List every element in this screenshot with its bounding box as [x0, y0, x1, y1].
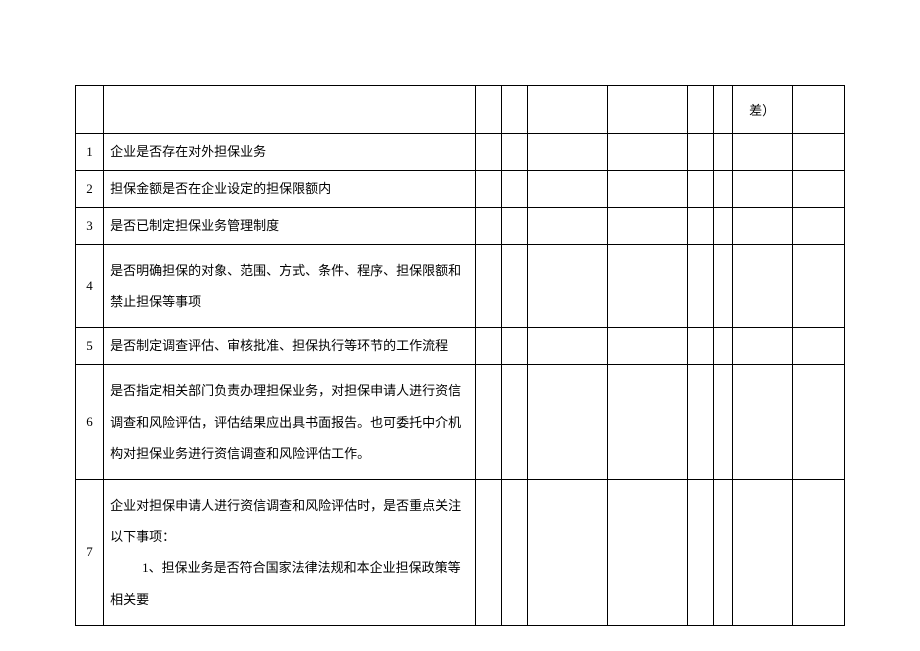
- empty-cell: [501, 479, 527, 625]
- empty-cell: [527, 328, 607, 365]
- row-number: 2: [76, 171, 104, 208]
- row-content: 是否指定相关部门负责办理担保业务，对担保申请人进行资信调查和风险评估，评估结果应…: [104, 365, 475, 480]
- empty-cell: [714, 171, 732, 208]
- row-sub-text: 1、担保业务是否符合国家法律法规和本企业担保政策等相关要: [110, 560, 461, 606]
- row-main-text: 企业对担保申请人进行资信调查和风险评估时，是否重点关注以下事项：: [110, 498, 461, 544]
- empty-cell: [714, 365, 732, 480]
- empty-cell: [501, 245, 527, 328]
- empty-cell: [732, 479, 792, 625]
- header-cell: [714, 86, 732, 134]
- empty-cell: [714, 245, 732, 328]
- row-number: 6: [76, 365, 104, 480]
- empty-cell: [527, 134, 607, 171]
- empty-cell: [688, 171, 714, 208]
- empty-cell: [608, 328, 688, 365]
- empty-cell: [527, 245, 607, 328]
- empty-cell: [714, 208, 732, 245]
- empty-cell: [688, 365, 714, 480]
- empty-cell: [792, 171, 844, 208]
- empty-cell: [732, 171, 792, 208]
- empty-cell: [732, 328, 792, 365]
- header-cell: [501, 86, 527, 134]
- empty-cell: [688, 328, 714, 365]
- table-row: 2 担保金额是否在企业设定的担保限额内: [76, 171, 845, 208]
- empty-cell: [732, 245, 792, 328]
- empty-cell: [527, 479, 607, 625]
- empty-cell: [714, 479, 732, 625]
- empty-cell: [527, 208, 607, 245]
- empty-cell: [501, 365, 527, 480]
- empty-cell: [792, 365, 844, 480]
- table-row: 3 是否已制定担保业务管理制度: [76, 208, 845, 245]
- empty-cell: [792, 208, 844, 245]
- header-cell: [792, 86, 844, 134]
- empty-cell: [501, 134, 527, 171]
- empty-cell: [732, 134, 792, 171]
- empty-cell: [501, 171, 527, 208]
- row-number: 7: [76, 479, 104, 625]
- header-cell: [527, 86, 607, 134]
- empty-cell: [475, 479, 501, 625]
- empty-cell: [714, 328, 732, 365]
- row-number: 1: [76, 134, 104, 171]
- row-number: 4: [76, 245, 104, 328]
- empty-cell: [608, 245, 688, 328]
- empty-cell: [475, 134, 501, 171]
- header-cell: [688, 86, 714, 134]
- row-content: 是否已制定担保业务管理制度: [104, 208, 475, 245]
- empty-cell: [792, 245, 844, 328]
- row-content: 是否制定调查评估、审核批准、担保执行等环节的工作流程: [104, 328, 475, 365]
- table-header-row: 差）: [76, 86, 845, 134]
- empty-cell: [501, 328, 527, 365]
- header-cell: [76, 86, 104, 134]
- empty-cell: [501, 208, 527, 245]
- empty-cell: [475, 328, 501, 365]
- empty-cell: [792, 134, 844, 171]
- empty-cell: [527, 171, 607, 208]
- row-content: 企业对担保申请人进行资信调查和风险评估时，是否重点关注以下事项： 1、担保业务是…: [104, 479, 475, 625]
- header-cell: [608, 86, 688, 134]
- header-cell: [104, 86, 475, 134]
- empty-cell: [714, 134, 732, 171]
- empty-cell: [732, 208, 792, 245]
- header-cell: [475, 86, 501, 134]
- guarantee-checklist-table: 差） 1 企业是否存在对外担保业务 2 担保金额是否在企业设定的担保限额内: [75, 85, 845, 626]
- empty-cell: [688, 479, 714, 625]
- row-content: 是否明确担保的对象、范围、方式、条件、程序、担保限额和禁止担保等事项: [104, 245, 475, 328]
- empty-cell: [475, 171, 501, 208]
- empty-cell: [608, 134, 688, 171]
- empty-cell: [608, 365, 688, 480]
- header-cha-cell: 差）: [732, 86, 792, 134]
- table-container: 差） 1 企业是否存在对外担保业务 2 担保金额是否在企业设定的担保限额内: [75, 85, 845, 626]
- table-row: 6 是否指定相关部门负责办理担保业务，对担保申请人进行资信调查和风险评估，评估结…: [76, 365, 845, 480]
- row-number: 3: [76, 208, 104, 245]
- empty-cell: [688, 208, 714, 245]
- row-content: 担保金额是否在企业设定的担保限额内: [104, 171, 475, 208]
- empty-cell: [792, 479, 844, 625]
- table-row: 1 企业是否存在对外担保业务: [76, 134, 845, 171]
- empty-cell: [792, 328, 844, 365]
- empty-cell: [732, 365, 792, 480]
- empty-cell: [608, 479, 688, 625]
- empty-cell: [527, 365, 607, 480]
- empty-cell: [475, 365, 501, 480]
- table-row: 4 是否明确担保的对象、范围、方式、条件、程序、担保限额和禁止担保等事项: [76, 245, 845, 328]
- table-row: 5 是否制定调查评估、审核批准、担保执行等环节的工作流程: [76, 328, 845, 365]
- empty-cell: [608, 171, 688, 208]
- empty-cell: [608, 208, 688, 245]
- row-content: 企业是否存在对外担保业务: [104, 134, 475, 171]
- row-number: 5: [76, 328, 104, 365]
- empty-cell: [688, 245, 714, 328]
- empty-cell: [475, 245, 501, 328]
- empty-cell: [688, 134, 714, 171]
- empty-cell: [475, 208, 501, 245]
- table-row: 7 企业对担保申请人进行资信调查和风险评估时，是否重点关注以下事项： 1、担保业…: [76, 479, 845, 625]
